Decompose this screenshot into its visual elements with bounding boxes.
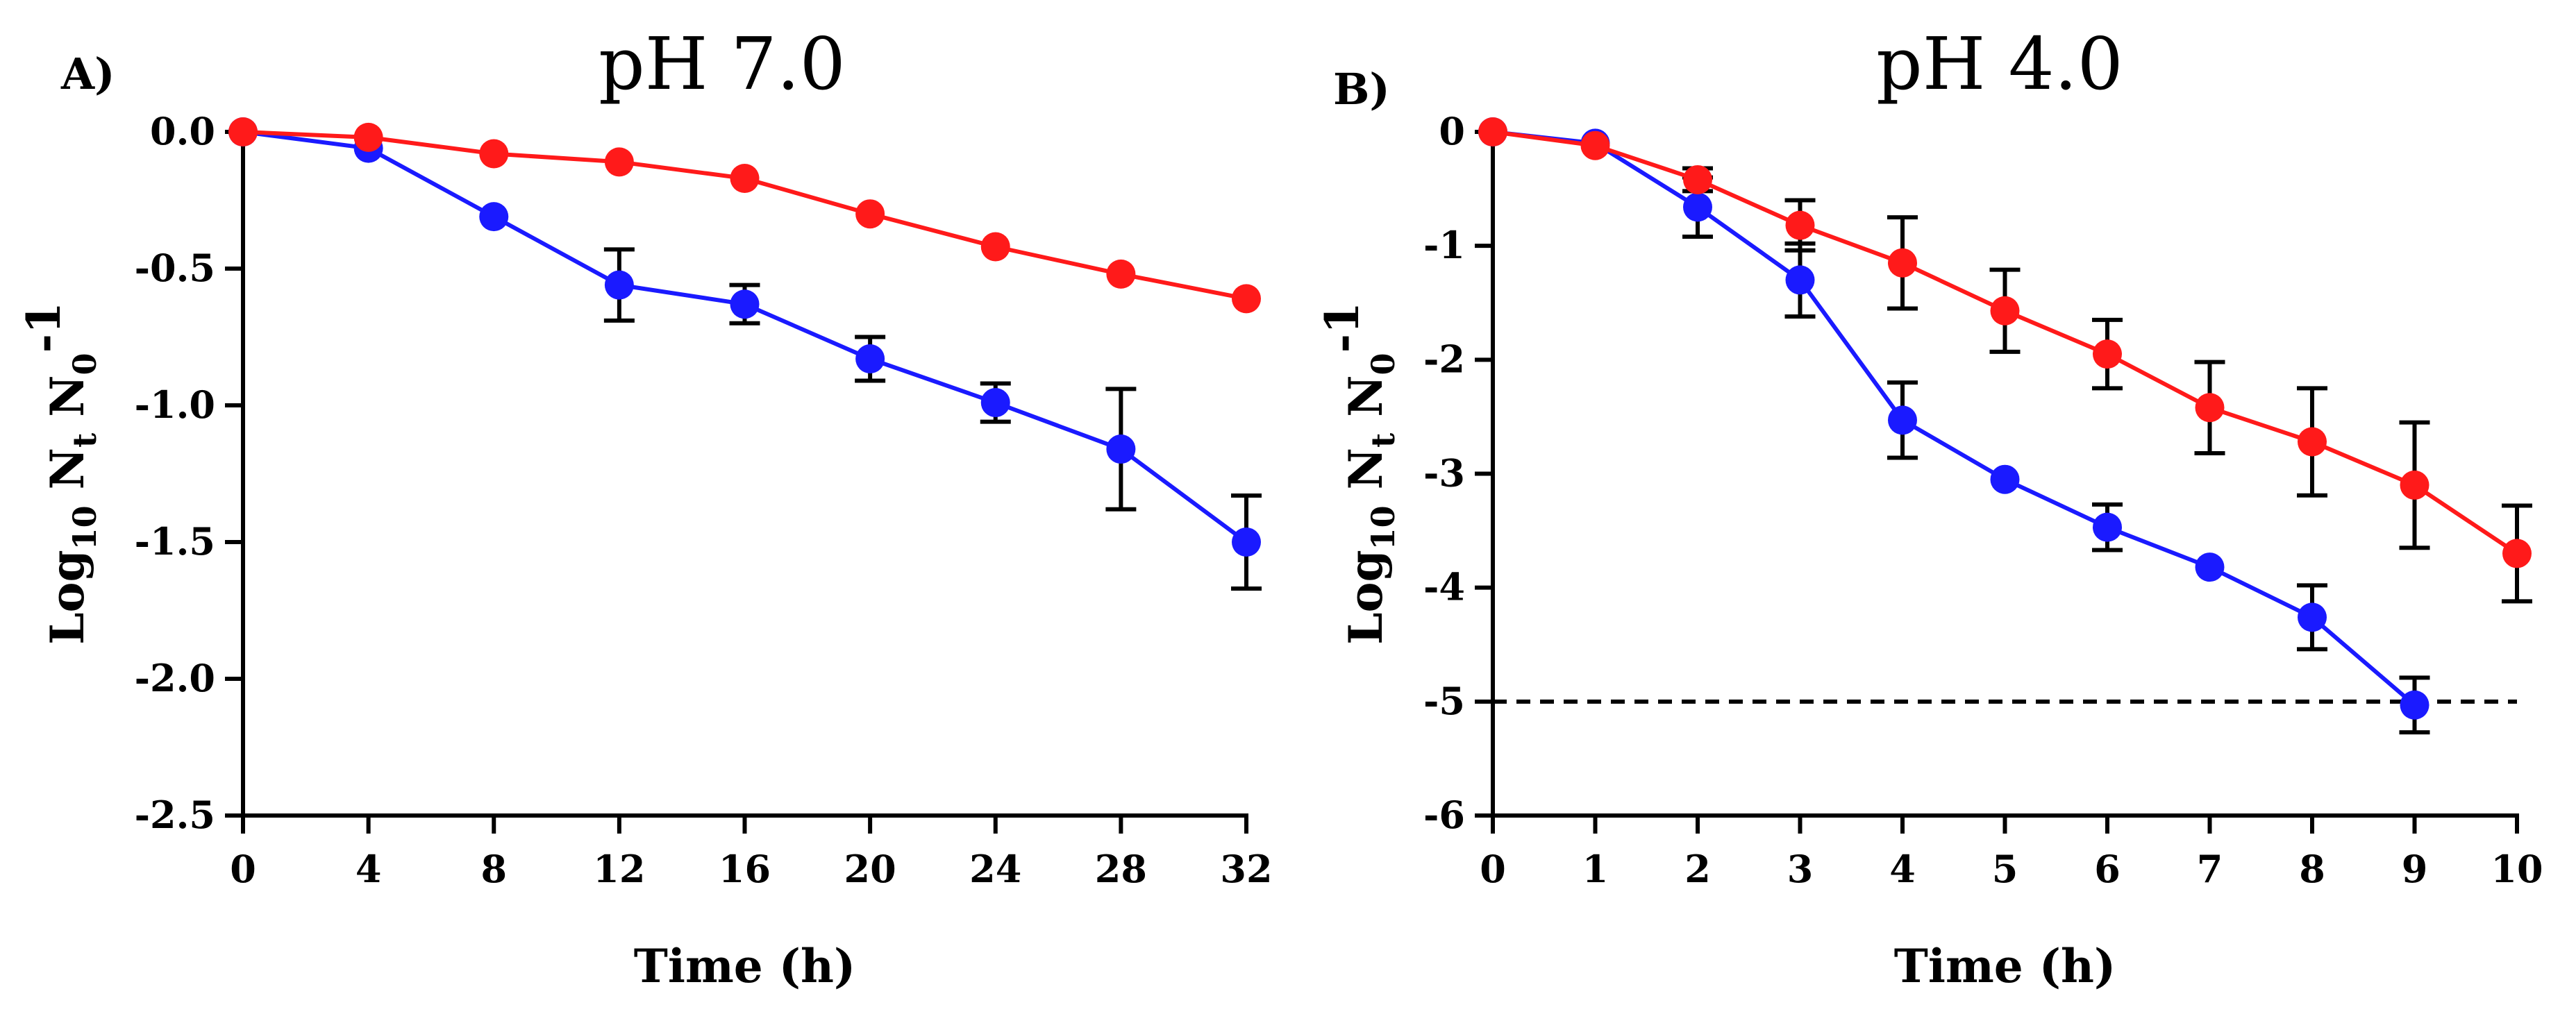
x-tick-label: 32 bbox=[1220, 847, 1272, 891]
x-tick-label: 12 bbox=[593, 847, 645, 891]
x-tick-label: 7 bbox=[2197, 847, 2223, 891]
y-tick-label: -5 bbox=[1423, 679, 1465, 723]
y-axis-title-part: 0 bbox=[1364, 353, 1402, 375]
data-point-red bbox=[1990, 296, 2020, 326]
y-axis-title-part: 10 bbox=[1364, 505, 1402, 550]
x-tick-label: 10 bbox=[2491, 847, 2543, 891]
data-point-red bbox=[855, 199, 885, 229]
y-axis-title-part: Log bbox=[1339, 550, 1393, 645]
data-point-red bbox=[479, 139, 509, 169]
x-tick-label: 1 bbox=[1582, 847, 1609, 891]
y-tick-label: 0.0 bbox=[150, 109, 215, 153]
data-point-red bbox=[730, 163, 760, 193]
data-point-red bbox=[2400, 470, 2429, 500]
data-point-red bbox=[2502, 539, 2532, 568]
y-tick-label: -1 bbox=[1423, 223, 1465, 267]
data-point-red bbox=[2093, 339, 2122, 369]
data-point-blue bbox=[2298, 602, 2327, 632]
y-axis-title-part: t bbox=[66, 432, 103, 448]
y-axis-title-part: N bbox=[40, 448, 94, 505]
y-axis-title-part: -1 bbox=[1315, 302, 1369, 353]
data-point-red bbox=[1232, 284, 1261, 314]
data-point-blue bbox=[1990, 464, 2020, 494]
data-point-red bbox=[2195, 393, 2225, 423]
y-tick-label: -1.0 bbox=[135, 382, 215, 427]
x-tick-label: 2 bbox=[1684, 847, 1711, 891]
series-line-blue bbox=[242, 130, 1248, 544]
data-point-red bbox=[228, 117, 258, 146]
data-point-blue bbox=[2400, 690, 2429, 720]
series-line-blue bbox=[1492, 130, 2416, 707]
y-tick-label: -2.0 bbox=[135, 656, 215, 700]
panel-label: A) bbox=[60, 49, 115, 99]
data-point-red bbox=[980, 232, 1010, 262]
x-tick-label: 28 bbox=[1095, 847, 1147, 891]
data-point-blue bbox=[1683, 192, 1712, 222]
x-tick-label: 0 bbox=[230, 847, 256, 891]
panel-label: B) bbox=[1333, 64, 1390, 115]
x-tick-label: 24 bbox=[969, 847, 1021, 891]
data-point-red bbox=[2298, 427, 2327, 457]
y-axis-title-part: N bbox=[40, 375, 94, 432]
data-point-blue bbox=[2195, 552, 2225, 582]
x-tick-label: 6 bbox=[2094, 847, 2121, 891]
y-axis-title-part: 10 bbox=[66, 505, 103, 550]
y-axis-title-part: Log bbox=[40, 550, 94, 645]
chart-title: pH 7.0 bbox=[599, 22, 846, 106]
x-tick-label: 4 bbox=[1889, 847, 1916, 891]
x-tick-label: 4 bbox=[356, 847, 382, 891]
y-axis-title-part: N bbox=[1339, 448, 1393, 505]
x-axis-title: Time (h) bbox=[1894, 939, 2116, 993]
data-point-blue bbox=[730, 289, 760, 319]
y-axis-title-part: -1 bbox=[17, 302, 71, 353]
y-axis-title: Log10 Nt N0-1 bbox=[1315, 302, 1402, 645]
x-tick-label: 8 bbox=[480, 847, 507, 891]
data-point-blue bbox=[2093, 512, 2122, 542]
y-tick-label: -3 bbox=[1423, 451, 1465, 496]
data-point-blue bbox=[1106, 434, 1136, 464]
data-point-blue bbox=[479, 202, 509, 232]
data-point-blue bbox=[855, 344, 885, 374]
x-axis-title: Time (h) bbox=[634, 939, 855, 993]
data-point-red bbox=[1580, 130, 1610, 160]
y-tick-label: -2 bbox=[1423, 337, 1465, 381]
y-axis-title-part: 0 bbox=[66, 353, 103, 375]
x-tick-label: 8 bbox=[2299, 847, 2325, 891]
data-point-blue bbox=[1785, 265, 1815, 295]
data-point-blue bbox=[1888, 405, 1917, 435]
y-axis-title: Log10 Nt N0-1 bbox=[17, 302, 103, 645]
y-tick-label: 0 bbox=[1439, 109, 1465, 153]
y-axis-title-part: N bbox=[1339, 375, 1393, 432]
y-tick-label: -0.5 bbox=[135, 246, 215, 290]
data-point-red bbox=[604, 147, 634, 177]
data-point-blue bbox=[980, 388, 1010, 418]
data-point-red bbox=[1785, 210, 1815, 240]
data-point-blue bbox=[604, 270, 634, 300]
series-line-red bbox=[242, 130, 1247, 301]
x-tick-label: 9 bbox=[2402, 847, 2428, 891]
y-tick-label: -6 bbox=[1423, 793, 1465, 837]
x-tick-label: 3 bbox=[1787, 847, 1814, 891]
data-point-blue bbox=[1232, 527, 1261, 557]
y-axis-title-part: t bbox=[1364, 432, 1402, 448]
panel-a: A) pH 7.0 0.0 -0.5 -1.0 -1.5 -2.0 -2.5 0 4 8 12 16 20… bbox=[17, 22, 1273, 993]
x-tick-label: 5 bbox=[1992, 847, 2018, 891]
y-tick-label: -2.5 bbox=[135, 793, 215, 837]
data-point-red bbox=[1478, 117, 1507, 146]
data-point-red bbox=[1683, 164, 1712, 194]
data-point-red bbox=[1888, 248, 1917, 278]
x-tick-label: 20 bbox=[844, 847, 896, 891]
x-tick-label: 16 bbox=[719, 847, 771, 891]
y-tick-label: -1.5 bbox=[135, 519, 215, 564]
x-tick-label: 0 bbox=[1480, 847, 1506, 891]
chart-title: pH 4.0 bbox=[1876, 22, 2123, 106]
data-point-red bbox=[1106, 259, 1136, 289]
data-point-red bbox=[353, 122, 383, 152]
y-tick-label: -4 bbox=[1423, 565, 1465, 609]
